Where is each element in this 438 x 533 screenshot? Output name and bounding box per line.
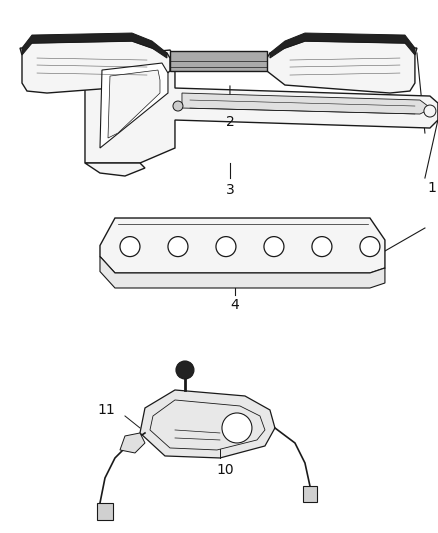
Circle shape: [168, 237, 188, 256]
Polygon shape: [182, 93, 428, 114]
Polygon shape: [100, 256, 385, 288]
Polygon shape: [22, 33, 167, 58]
Circle shape: [222, 413, 252, 443]
Polygon shape: [100, 218, 385, 273]
Polygon shape: [303, 486, 317, 502]
Circle shape: [360, 237, 380, 256]
Circle shape: [176, 361, 194, 379]
Text: 10: 10: [216, 463, 234, 477]
Circle shape: [424, 105, 436, 117]
Circle shape: [264, 237, 284, 256]
Circle shape: [173, 101, 183, 111]
Polygon shape: [97, 503, 113, 520]
Text: 1: 1: [428, 181, 437, 195]
Text: 4: 4: [230, 298, 239, 312]
Polygon shape: [20, 41, 170, 93]
Polygon shape: [100, 63, 168, 148]
Circle shape: [312, 237, 332, 256]
Polygon shape: [85, 163, 145, 176]
Circle shape: [120, 237, 140, 256]
Text: 3: 3: [226, 183, 234, 197]
Text: 2: 2: [226, 115, 234, 129]
Polygon shape: [85, 50, 438, 163]
Circle shape: [216, 237, 236, 256]
Polygon shape: [270, 33, 415, 58]
Polygon shape: [120, 433, 145, 453]
Polygon shape: [170, 51, 267, 71]
Text: 11: 11: [97, 403, 115, 417]
Polygon shape: [150, 400, 265, 450]
Polygon shape: [267, 41, 417, 93]
Polygon shape: [108, 70, 160, 138]
Polygon shape: [140, 390, 275, 458]
